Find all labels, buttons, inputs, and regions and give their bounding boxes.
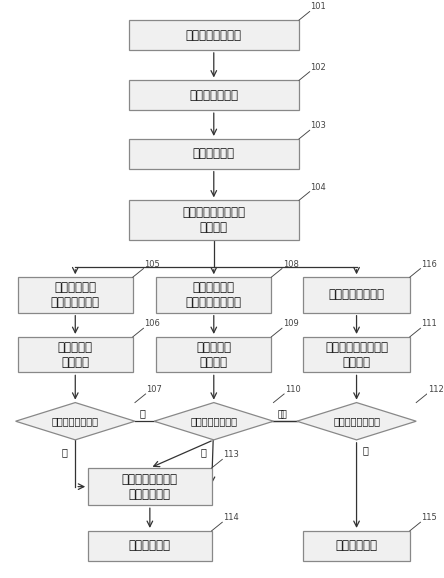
Text: 是: 是 xyxy=(278,408,284,418)
FancyBboxPatch shape xyxy=(303,531,410,561)
Text: 模数转换，获得数字
压力信号: 模数转换，获得数字 压力信号 xyxy=(182,206,245,234)
Text: 输出数据结果: 输出数据结果 xyxy=(129,539,171,552)
Text: 110: 110 xyxy=(285,385,301,394)
Text: 106: 106 xyxy=(144,319,160,328)
Text: 高通数字滤波
获取脉搏波信号: 高通数字滤波 获取脉搏波信号 xyxy=(51,281,100,309)
Text: 是: 是 xyxy=(139,408,145,418)
FancyBboxPatch shape xyxy=(303,277,410,313)
Text: 112: 112 xyxy=(428,385,444,394)
Text: 109: 109 xyxy=(283,319,298,328)
Text: 否: 否 xyxy=(62,447,67,457)
Text: 袖带检测压力信号: 袖带检测压力信号 xyxy=(186,28,242,42)
Text: 数字压力信号存储: 数字压力信号存储 xyxy=(329,288,385,302)
Text: 115: 115 xyxy=(421,513,437,522)
Text: 转换为电压信号: 转换为电压信号 xyxy=(189,89,238,102)
Text: 116: 116 xyxy=(421,260,437,269)
Text: 108: 108 xyxy=(283,260,299,269)
FancyBboxPatch shape xyxy=(156,277,271,313)
Text: 102: 102 xyxy=(310,63,326,72)
FancyBboxPatch shape xyxy=(129,80,299,110)
Text: 信号综合计算分析
得出数据结果: 信号综合计算分析 得出数据结果 xyxy=(122,473,178,501)
Text: 否: 否 xyxy=(200,447,206,457)
Polygon shape xyxy=(297,402,416,440)
FancyBboxPatch shape xyxy=(129,20,299,50)
Text: 脉搏波信号
分析处理: 脉搏波信号 分析处理 xyxy=(58,340,93,369)
Text: 114: 114 xyxy=(223,513,239,522)
Text: 103: 103 xyxy=(310,121,326,130)
FancyBboxPatch shape xyxy=(88,468,212,505)
Text: 104: 104 xyxy=(310,183,326,192)
FancyBboxPatch shape xyxy=(303,337,410,372)
Polygon shape xyxy=(16,402,135,440)
Text: 113: 113 xyxy=(223,450,239,460)
Polygon shape xyxy=(154,402,274,440)
FancyBboxPatch shape xyxy=(18,277,133,313)
Text: 判断结果是否异常: 判断结果是否异常 xyxy=(190,416,237,426)
Text: 电压信号放大: 电压信号放大 xyxy=(193,147,235,160)
Text: 判断信号是否异常: 判断信号是否异常 xyxy=(333,416,380,426)
Text: 是: 是 xyxy=(363,446,369,455)
FancyBboxPatch shape xyxy=(88,531,212,561)
Text: 101: 101 xyxy=(310,2,326,12)
Text: 107: 107 xyxy=(147,385,163,394)
Text: 低通数字滤波
获取袖带压力信号: 低通数字滤波 获取袖带压力信号 xyxy=(186,281,242,309)
Text: 105: 105 xyxy=(144,260,160,269)
Text: 袖带压信号
分析处理: 袖带压信号 分析处理 xyxy=(196,340,231,369)
FancyBboxPatch shape xyxy=(129,201,299,240)
Text: 输出异常信息: 输出异常信息 xyxy=(336,539,377,552)
Text: 111: 111 xyxy=(421,319,437,328)
FancyBboxPatch shape xyxy=(156,337,271,372)
FancyBboxPatch shape xyxy=(18,337,133,372)
Text: 提取存储的对应数字
压力信号: 提取存储的对应数字 压力信号 xyxy=(325,340,388,369)
FancyBboxPatch shape xyxy=(129,139,299,169)
Text: 判断结果是否异常: 判断结果是否异常 xyxy=(52,416,99,426)
Text: 否: 否 xyxy=(280,408,286,418)
